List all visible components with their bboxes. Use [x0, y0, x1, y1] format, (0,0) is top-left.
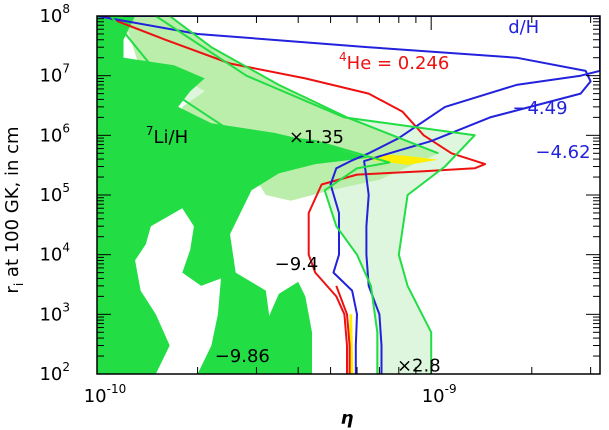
- series-li-edge-outer: [155, 16, 476, 374]
- y-tick-label-2: 104: [39, 241, 70, 266]
- annotation-d-label: d/H: [508, 17, 539, 38]
- region-li-dark-bottom-right: [251, 281, 312, 374]
- annotation-li-x2-8: ×2.8: [397, 356, 441, 377]
- series-d-inner: [97, 16, 592, 374]
- y-axis-title-subscript: i: [12, 283, 26, 286]
- x-tick-label-1: 10-9: [422, 382, 457, 407]
- y-tick-label-6: 108: [39, 2, 70, 27]
- y-tick-label-1: 103: [39, 300, 70, 325]
- series-he-left: [103, 16, 487, 374]
- annotations: d/H 4He = 0.246 −4.49 −4.62 7Li/H ×1.35 −9.4 −9…: [146, 17, 591, 377]
- y-tick-label-5: 107: [39, 62, 70, 87]
- annotation-li-lower: −9.86: [215, 346, 270, 367]
- x-axis-title: η: [341, 408, 354, 429]
- y-tick-label-4: 106: [39, 121, 70, 146]
- series-d-outer: [123, 16, 600, 374]
- y-axis-title: ri at 100 GK, in cm: [2, 126, 26, 293]
- y-tick-label-0: 102: [39, 360, 70, 385]
- series-he-right: [335, 285, 351, 374]
- y-axis-title-main: r: [2, 286, 23, 294]
- series-li-edge-mid: [169, 16, 439, 155]
- annotation-li-label: 7Li/H: [146, 124, 188, 148]
- axes: 10-10 10-9 102 103 104 105 106 107 108: [39, 2, 601, 407]
- annotation-li-mid: −9.4: [275, 254, 319, 275]
- y-tick-label-3: 105: [39, 181, 70, 206]
- annotation-li-upper: ×1.35: [289, 127, 344, 148]
- region-yellow-overlap-top: [364, 154, 439, 165]
- annotation-he-label: 4He = 0.246: [339, 50, 449, 74]
- annotation-d-upper: −4.49: [512, 98, 567, 119]
- contour-lines: [97, 16, 600, 374]
- y-axis-title-rest: at 100 GK, in cm: [2, 126, 23, 282]
- series-li-edge-inner: [110, 16, 391, 374]
- annotation-d-lower: −4.62: [535, 142, 590, 163]
- x-tick-label-0: 10-10: [84, 382, 127, 407]
- region-white-hole: [135, 208, 221, 374]
